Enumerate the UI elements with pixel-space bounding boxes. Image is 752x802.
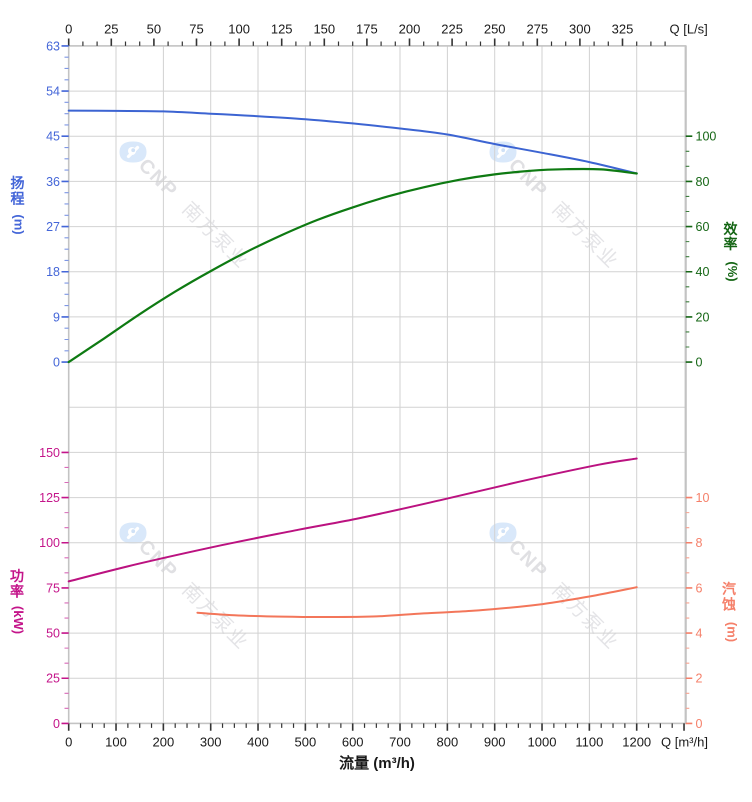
svg-text:100: 100 [39,536,60,550]
svg-text:0: 0 [65,735,72,750]
svg-text:45: 45 [46,130,60,144]
svg-text:1000: 1000 [528,735,557,750]
svg-text:2: 2 [696,672,703,686]
svg-text:Q [m³/h]: Q [m³/h] [661,735,708,750]
svg-text:175: 175 [356,22,378,37]
svg-text:汽: 汽 [722,581,736,597]
svg-text:9: 9 [53,310,60,324]
svg-text:1100: 1100 [575,735,603,750]
svg-text:蚀: 蚀 [721,597,736,613]
svg-text:27: 27 [46,220,60,234]
svg-text:100: 100 [696,130,717,144]
svg-text:325: 325 [612,22,634,37]
svg-text:程: 程 [11,191,25,207]
svg-text:700: 700 [389,735,411,750]
svg-text:功: 功 [10,568,24,584]
svg-text:500: 500 [295,735,317,750]
svg-text:25: 25 [46,672,60,686]
svg-text:600: 600 [342,735,364,750]
svg-text:(kW): (kW) [11,606,26,634]
svg-text:300: 300 [569,22,591,37]
svg-text:效: 效 [724,221,739,237]
svg-text:400: 400 [247,735,269,750]
svg-text:6: 6 [696,581,703,595]
svg-text:流量 (m³/h): 流量 (m³/h) [339,754,415,772]
svg-text:10: 10 [696,491,710,505]
svg-text:60: 60 [696,220,710,234]
svg-text:100: 100 [228,22,250,37]
svg-text:0: 0 [53,356,60,370]
svg-text:0: 0 [696,356,703,370]
svg-text:0: 0 [696,717,703,731]
svg-text:75: 75 [189,22,203,37]
svg-text:(m): (m) [725,622,740,642]
svg-text:200: 200 [399,22,421,37]
svg-text:36: 36 [46,175,60,189]
svg-text:54: 54 [46,85,60,99]
svg-text:4: 4 [696,627,703,641]
svg-text:8: 8 [696,536,703,550]
svg-text:80: 80 [696,175,710,189]
svg-text:200: 200 [153,735,175,750]
svg-text:(%): (%) [725,261,740,281]
svg-text:275: 275 [526,22,548,37]
svg-text:150: 150 [39,446,60,460]
svg-text:率: 率 [724,236,738,252]
svg-text:率: 率 [10,584,24,600]
svg-text:18: 18 [46,265,60,279]
svg-text:25: 25 [104,22,118,37]
svg-text:(m): (m) [12,214,27,234]
svg-text:100: 100 [105,735,127,750]
svg-text:150: 150 [313,22,335,37]
svg-text:50: 50 [147,22,161,37]
svg-text:0: 0 [65,22,72,37]
svg-text:63: 63 [46,39,60,53]
svg-text:125: 125 [271,22,293,37]
svg-text:800: 800 [437,735,459,750]
svg-text:扬: 扬 [11,175,25,191]
svg-text:50: 50 [46,627,60,641]
svg-text:900: 900 [484,735,506,750]
svg-text:125: 125 [39,491,60,505]
svg-text:1200: 1200 [622,735,651,750]
svg-text:Q [L/s]: Q [L/s] [670,22,708,37]
svg-text:225: 225 [441,22,463,37]
svg-text:250: 250 [484,22,506,37]
svg-text:40: 40 [696,265,710,279]
svg-text:20: 20 [696,310,710,324]
svg-text:75: 75 [46,581,60,595]
svg-text:300: 300 [200,735,222,750]
svg-text:0: 0 [53,717,60,731]
